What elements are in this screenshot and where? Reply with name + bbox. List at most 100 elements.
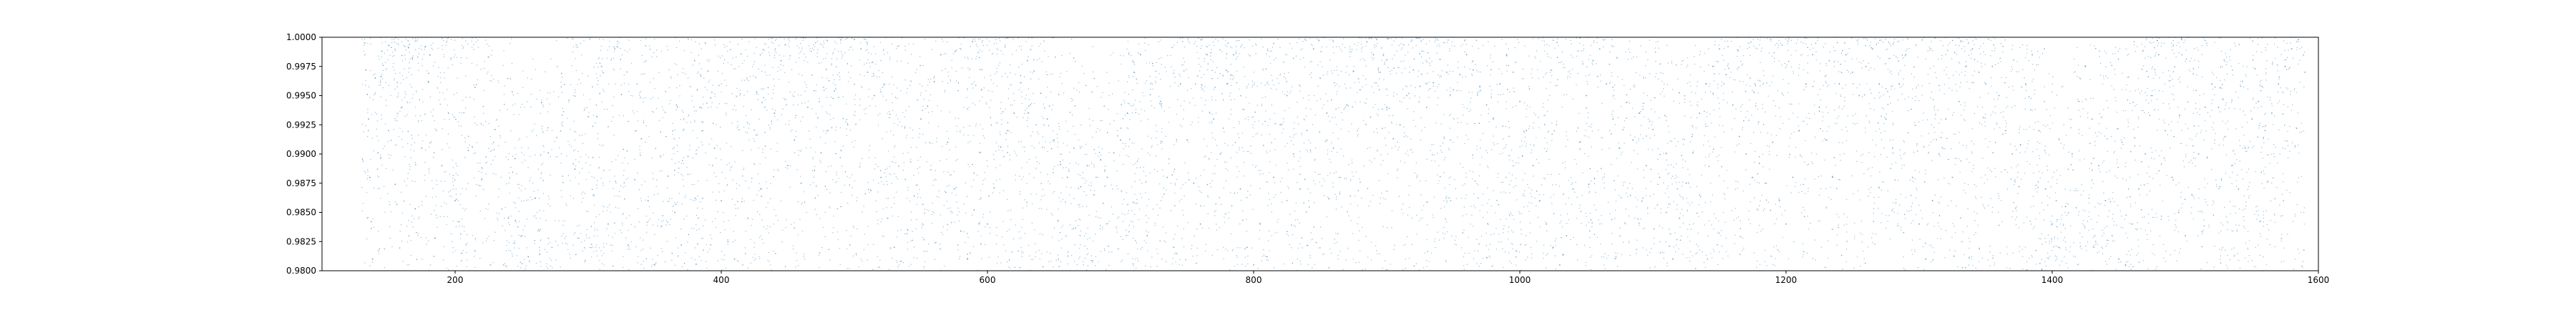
- data-point: [1938, 153, 1940, 155]
- data-point: [530, 78, 532, 80]
- data-point: [916, 218, 917, 221]
- data-point: [1418, 100, 1420, 102]
- data-point: [1091, 261, 1093, 263]
- data-point: [707, 70, 709, 72]
- data-point: [1955, 84, 1956, 85]
- data-point: [1845, 140, 1847, 142]
- data-point: [2062, 85, 2064, 87]
- data-point: [1227, 250, 1229, 251]
- data-point: [1858, 95, 1860, 97]
- data-point: [1111, 206, 1113, 208]
- data-point: [1076, 264, 1078, 266]
- data-point: [2142, 49, 2144, 52]
- data-point: [1640, 45, 1641, 47]
- data-point: [766, 206, 767, 208]
- data-point: [593, 194, 595, 196]
- data-point: [1971, 48, 1974, 50]
- data-point: [1303, 57, 1304, 59]
- data-point: [1654, 97, 1656, 99]
- data-point: [648, 220, 650, 221]
- data-point: [681, 266, 683, 268]
- data-point: [1690, 85, 1692, 87]
- data-point: [1457, 82, 1458, 83]
- data-point: [2039, 143, 2041, 145]
- data-point: [1387, 153, 1389, 155]
- data-point: [1971, 256, 1973, 257]
- data-point: [1868, 152, 1870, 153]
- data-point: [800, 120, 801, 122]
- data-point: [1307, 151, 1309, 153]
- data-point: [419, 115, 421, 117]
- data-point: [407, 178, 409, 179]
- data-point: [1047, 150, 1048, 152]
- data-point: [1189, 102, 1191, 104]
- data-point: [2269, 244, 2270, 246]
- data-point: [1443, 237, 1445, 239]
- data-point: [1151, 83, 1153, 85]
- data-point: [2048, 256, 2049, 259]
- data-point: [766, 74, 767, 77]
- data-point: [831, 127, 833, 128]
- data-point: [1669, 140, 1671, 142]
- data-point: [378, 140, 379, 141]
- data-point: [835, 87, 836, 89]
- data-point: [2145, 153, 2147, 155]
- data-point: [481, 178, 483, 180]
- data-point: [1219, 227, 1221, 228]
- data-point: [1490, 244, 1491, 245]
- data-point: [1211, 96, 1213, 97]
- data-point: [434, 238, 436, 239]
- data-point: [1624, 120, 1626, 122]
- data-point: [931, 213, 932, 216]
- data-point: [1772, 75, 1774, 77]
- data-point: [1841, 129, 1843, 130]
- data-point: [1576, 259, 1579, 261]
- data-point: [1543, 194, 1544, 196]
- data-point: [982, 40, 984, 42]
- data-point: [708, 249, 711, 250]
- data-point: [1553, 213, 1555, 214]
- data-point: [400, 82, 401, 84]
- data-point: [1581, 195, 1583, 196]
- data-point: [1536, 50, 1538, 52]
- data-point: [1712, 151, 1714, 153]
- data-point: [749, 76, 751, 77]
- data-point: [2281, 193, 2283, 196]
- data-point: [1357, 77, 1359, 80]
- data-point: [1699, 196, 1702, 198]
- data-point: [571, 65, 572, 67]
- data-point: [1000, 146, 1002, 148]
- data-point: [519, 261, 521, 263]
- data-point: [437, 47, 439, 49]
- data-point: [1003, 155, 1005, 158]
- data-point: [374, 77, 376, 79]
- data-point: [628, 269, 630, 271]
- data-point: [717, 211, 718, 213]
- data-point: [1065, 186, 1068, 188]
- data-point: [1100, 159, 1101, 161]
- data-point: [1052, 214, 1053, 216]
- data-point: [975, 58, 977, 59]
- data-point: [1445, 197, 1448, 198]
- data-point: [562, 243, 563, 244]
- data-point: [982, 213, 985, 215]
- data-point: [1328, 198, 1330, 199]
- data-point: [1912, 88, 1913, 90]
- data-point: [1366, 98, 1367, 100]
- data-point: [2296, 40, 2298, 42]
- data-point: [1113, 152, 1115, 154]
- data-point: [753, 52, 755, 54]
- data-point: [2260, 151, 2262, 153]
- data-point: [2261, 85, 2263, 87]
- data-point: [800, 150, 801, 153]
- data-point: [2098, 165, 2100, 167]
- data-point: [1762, 107, 1763, 110]
- data-point: [1612, 115, 1614, 117]
- data-point: [1727, 46, 1729, 47]
- data-point: [627, 244, 629, 246]
- data-point: [1213, 118, 1215, 120]
- data-point: [1918, 204, 1920, 206]
- data-point: [2051, 176, 2053, 178]
- data-point: [1429, 62, 1430, 64]
- data-point: [907, 241, 909, 244]
